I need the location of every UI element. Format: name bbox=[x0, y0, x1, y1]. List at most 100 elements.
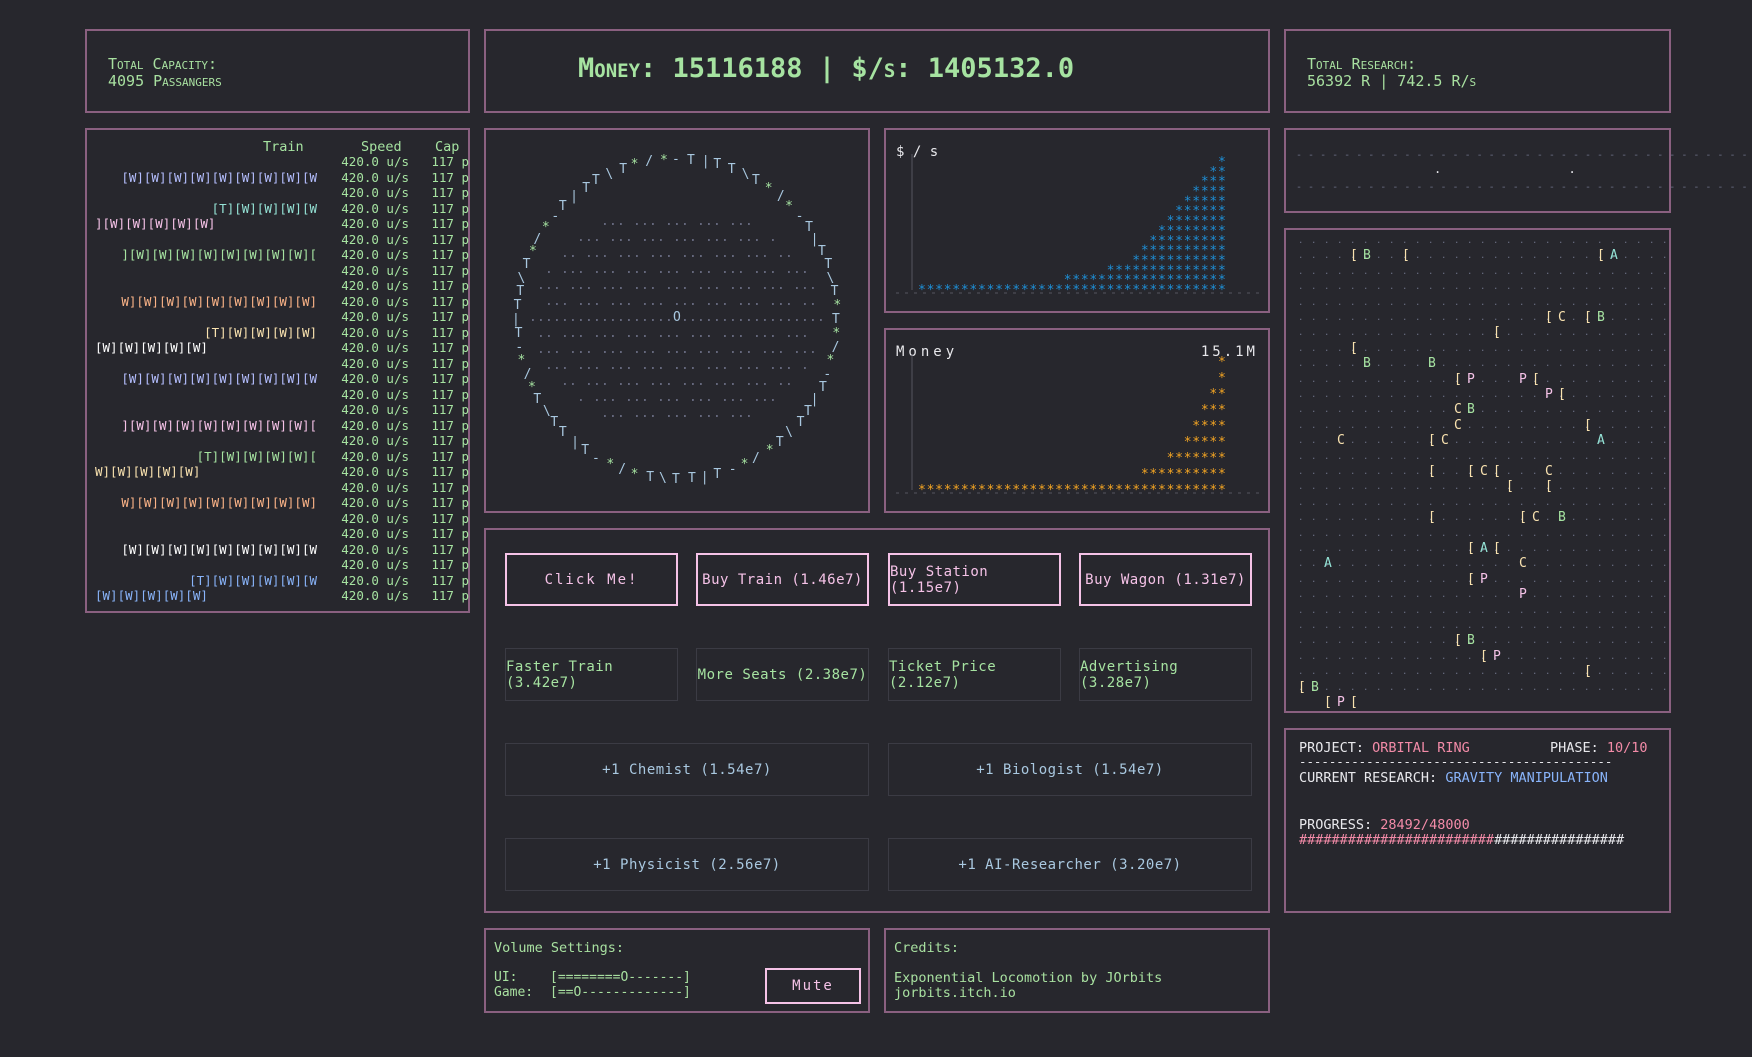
lab-cell: . bbox=[1636, 297, 1642, 308]
lab-cell: . bbox=[1636, 236, 1642, 246]
add-biologist-button[interactable]: +1 Biologist (1.54e7) bbox=[888, 743, 1252, 796]
lab-cell: . bbox=[1376, 313, 1382, 323]
train-speed: 420.0 u/s bbox=[341, 541, 409, 557]
chart-point: * bbox=[1218, 273, 1226, 288]
map-dot: . bbox=[761, 262, 769, 277]
lab-cell: . bbox=[1610, 605, 1616, 616]
lab-cell: . bbox=[1337, 482, 1343, 493]
lab-cell: . bbox=[1350, 544, 1356, 554]
lab-cell: . bbox=[1428, 528, 1434, 539]
train-row: 420.0 u/s 117 p bbox=[87, 433, 469, 449]
lab-cell: . bbox=[1311, 497, 1317, 508]
lab-cell: . bbox=[1597, 266, 1603, 277]
lab-cell: . bbox=[1402, 621, 1408, 631]
map-dot: . bbox=[753, 326, 761, 341]
map-dot: . bbox=[777, 374, 785, 389]
lab-cell: . bbox=[1597, 482, 1603, 493]
lab-cell: . bbox=[1363, 605, 1369, 616]
lab-cell: . bbox=[1480, 328, 1486, 339]
chart-point: * bbox=[1192, 194, 1200, 209]
lab-cell: . bbox=[1415, 590, 1421, 601]
chart-point: * bbox=[1209, 419, 1217, 434]
lab-cell: . bbox=[1428, 651, 1434, 662]
chart-point: * bbox=[1218, 283, 1226, 298]
lab-cell: . bbox=[1532, 528, 1538, 539]
chart-point: * bbox=[1218, 224, 1226, 239]
add-physicist-button[interactable]: +1 Physicist (2.56e7) bbox=[505, 838, 869, 891]
lab-cell: . bbox=[1571, 559, 1577, 570]
research-value: 56392 R | 742.5 R/s bbox=[1307, 72, 1477, 90]
lab-cell: . bbox=[1441, 328, 1447, 339]
buy-station-button[interactable]: Buy Station (1.15e7) bbox=[888, 553, 1061, 606]
ticket-price-button[interactable]: Ticket Price (2.12e7) bbox=[888, 648, 1061, 701]
buy-wagon-button[interactable]: Buy Wagon (1.31e7) bbox=[1079, 553, 1252, 606]
lab-cell: . bbox=[1493, 651, 1499, 662]
ui-volume-slider[interactable]: [========O-------] bbox=[550, 970, 691, 985]
advertising-button[interactable]: Advertising (3.28e7) bbox=[1079, 648, 1252, 701]
faster-train-button[interactable]: Faster Train (3.42e7) bbox=[505, 648, 678, 701]
lab-cell: . bbox=[1402, 282, 1408, 293]
train-speed: 420.0 u/s bbox=[341, 371, 409, 386]
chart-point: * bbox=[1209, 273, 1217, 288]
lab-cell: . bbox=[1311, 251, 1317, 262]
lab-cell: . bbox=[1480, 467, 1486, 477]
mute-button[interactable]: Mute bbox=[765, 968, 861, 1004]
lab-cell: . bbox=[1337, 667, 1343, 678]
train-row: [W][W][W][W][W][W][W][W][W 420.0 u/s 117 p bbox=[87, 170, 469, 186]
lab-cell: . bbox=[1480, 282, 1486, 293]
map-dot: . bbox=[801, 326, 809, 341]
rail-segment: \ bbox=[542, 403, 551, 419]
lab-cell: . bbox=[1428, 266, 1434, 277]
map-dot: . bbox=[769, 326, 777, 341]
lab-cell: . bbox=[1298, 574, 1304, 585]
lab-cell: . bbox=[1610, 436, 1616, 447]
lab-cell: . bbox=[1597, 621, 1603, 631]
lab-cell: . bbox=[1597, 513, 1603, 524]
chart-point: * bbox=[1218, 371, 1226, 386]
lab-cell: . bbox=[1636, 451, 1642, 462]
add-ai-researcher-button[interactable]: +1 AI-Researcher (3.20e7) bbox=[888, 838, 1252, 891]
map-dot: . bbox=[761, 390, 769, 405]
chart-point: * bbox=[1107, 263, 1115, 278]
game-volume-slider[interactable]: [==O-------------] bbox=[550, 985, 691, 1000]
click-me-button[interactable]: Click Me! bbox=[505, 553, 678, 606]
add-chemist-button[interactable]: +1 Chemist (1.54e7) bbox=[505, 743, 869, 796]
lab-cell: . bbox=[1350, 590, 1356, 601]
lab-cell: . bbox=[1415, 682, 1421, 693]
map-dot: . bbox=[593, 246, 601, 261]
lab-cell: . bbox=[1311, 405, 1317, 416]
lab-cell: . bbox=[1584, 574, 1590, 585]
lab-cell: . bbox=[1584, 636, 1590, 647]
map-dot: . bbox=[785, 374, 793, 389]
lab-cell: . bbox=[1454, 651, 1460, 662]
lab-cell: . bbox=[1376, 405, 1382, 416]
chart-point: * bbox=[1141, 253, 1149, 268]
lab-cell: . bbox=[1389, 328, 1395, 339]
map-dot: . bbox=[537, 310, 545, 325]
map-dot: . bbox=[809, 294, 817, 309]
more-seats-button[interactable]: More Seats (2.38e7) bbox=[696, 648, 869, 701]
progress-bar-filled: ######################## bbox=[1299, 832, 1495, 848]
lab-cell: . bbox=[1545, 282, 1551, 293]
lab-cell: . bbox=[1519, 451, 1525, 462]
capacity-label: Total Capacity: bbox=[108, 55, 217, 73]
lab-cell: . bbox=[1519, 636, 1525, 647]
map-dot: . bbox=[593, 310, 601, 325]
lab-cell: . bbox=[1649, 544, 1655, 554]
buy-train-button[interactable]: Buy Train (1.46e7) bbox=[696, 553, 869, 606]
lab-cell: . bbox=[1519, 297, 1525, 308]
map-dot: . bbox=[681, 374, 689, 389]
rail-segment: * bbox=[630, 157, 639, 173]
lab-agent: [ bbox=[1350, 695, 1358, 710]
lab-cell: . bbox=[1467, 605, 1473, 616]
map-dot: . bbox=[729, 310, 737, 325]
map-dot: . bbox=[577, 358, 585, 373]
credits-link[interactable]: jorbits.itch.io bbox=[894, 985, 1016, 1001]
lab-cell: . bbox=[1532, 251, 1538, 262]
lab-cell: . bbox=[1311, 590, 1317, 601]
lab-cell: . bbox=[1441, 236, 1447, 246]
train-composition: ][W][W][W][W][W] bbox=[95, 216, 216, 231]
lab-cell: . bbox=[1415, 467, 1421, 477]
chart-point: * bbox=[1209, 451, 1217, 466]
map-dot: . bbox=[561, 310, 569, 325]
